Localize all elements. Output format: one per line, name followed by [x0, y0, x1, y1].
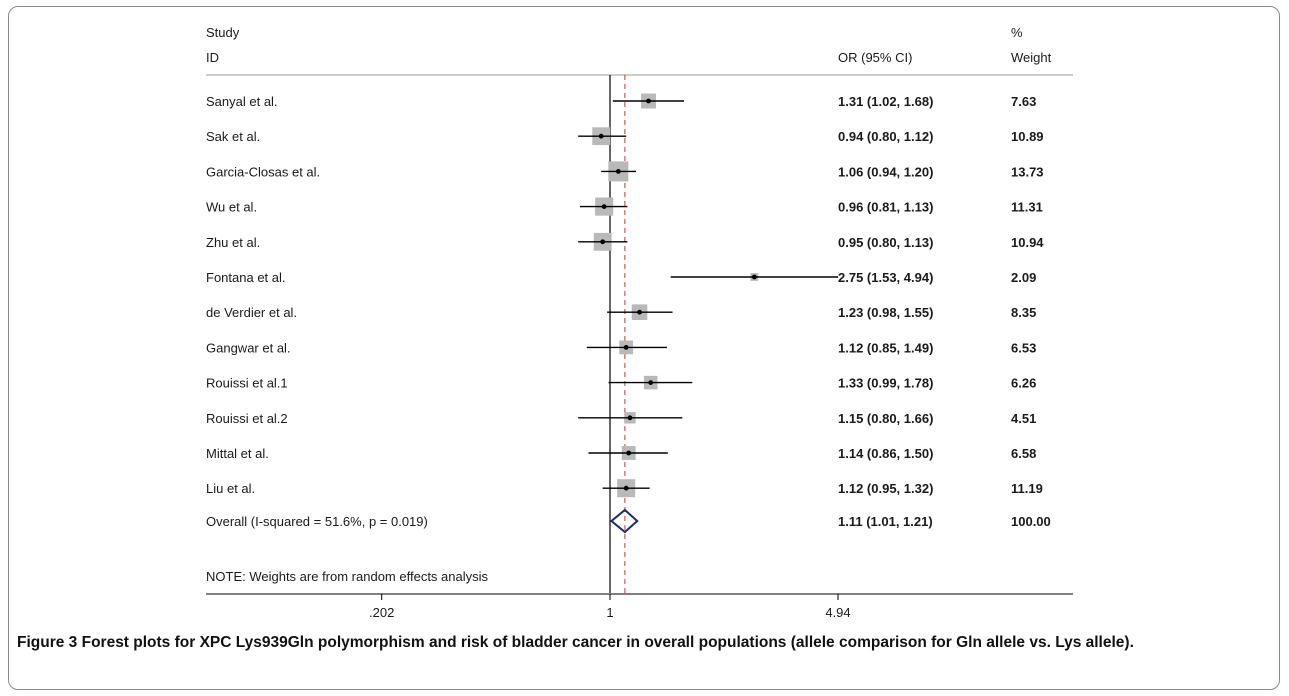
figure-caption: Figure 3 Forest plots for XPC Lys939Gln … — [17, 632, 1267, 653]
point-estimate — [751, 274, 757, 280]
study-name: Mittal et al. — [206, 446, 269, 461]
study-name: Wu et al. — [206, 200, 257, 215]
study-row: de Verdier et al. 1.23 (0.98, 1.55) 8.35 — [206, 304, 1036, 320]
x-tick-label: 4.94 — [825, 605, 850, 620]
study-row: Wu et al. 0.96 (0.81, 1.13) 11.31 — [206, 197, 1043, 216]
header-study: Study — [206, 25, 240, 40]
note-text: NOTE: Weights are from random effects an… — [206, 569, 489, 584]
point-estimate — [615, 169, 621, 174]
point-estimate — [637, 309, 642, 315]
header-percent: % — [1011, 25, 1023, 40]
study-weight: 11.31 — [1011, 200, 1043, 215]
study-row: Zhu et al. 0.95 (0.80, 1.13) 10.94 — [206, 232, 1044, 251]
point-estimate — [600, 239, 606, 245]
point-estimate — [648, 380, 654, 385]
point-estimate — [598, 133, 604, 139]
study-rows: Sanyal et al. 1.31 (1.02, 1.68) 7.63 Sak et… — [206, 93, 1044, 498]
point-estimate — [623, 485, 629, 491]
study-name: de Verdier et al. — [206, 305, 297, 320]
header-id: ID — [206, 50, 219, 65]
study-name: Gangwar et al. — [206, 340, 291, 355]
study-name: Sak et al. — [206, 129, 260, 144]
point-estimate — [627, 415, 633, 421]
study-weight: 8.35 — [1011, 305, 1036, 320]
study-or-ci: 1.06 (0.94, 1.20) — [838, 164, 933, 179]
study-name: Zhu et al. — [206, 235, 260, 250]
study-name: Fontana et al. — [206, 270, 286, 285]
study-weight: 11.19 — [1011, 481, 1043, 496]
x-axis-ticks: .202 1 4.94 — [369, 594, 851, 620]
study-or-ci: 2.75 (1.53, 4.94) — [838, 270, 933, 285]
figure-frame — [8, 6, 1280, 690]
study-name: Rouissi et al.2 — [206, 411, 288, 426]
study-weight: 7.63 — [1011, 94, 1036, 109]
forest-plot: Study ID OR (95% CI) % Weight Sanyal et … — [206, 25, 1073, 620]
study-row: Gangwar et al. 1.12 (0.85, 1.49) 6.53 — [206, 340, 1036, 355]
caption-text: Forest plots for XPC Lys939Gln polymorph… — [77, 634, 1134, 651]
study-weight: 10.89 — [1011, 129, 1044, 144]
study-or-ci: 1.12 (0.85, 1.49) — [838, 340, 933, 355]
caption-label: Figure 3 — [17, 634, 78, 651]
study-weight: 4.51 — [1011, 411, 1036, 426]
study-row: Fontana et al. 2.75 (1.53, 4.94) 2.09 — [206, 270, 1036, 285]
study-row: Rouissi et al.1 1.33 (0.99, 1.78) 6.26 — [206, 376, 1036, 391]
study-weight: 6.58 — [1011, 446, 1036, 461]
study-or-ci: 1.23 (0.98, 1.55) — [838, 305, 933, 320]
study-row: Rouissi et al.2 1.15 (0.80, 1.66) 4.51 — [206, 411, 1036, 426]
x-tick-label: .202 — [369, 605, 394, 620]
study-weight: 6.26 — [1011, 376, 1036, 391]
study-or-ci: 1.15 (0.80, 1.66) — [838, 411, 933, 426]
study-row: Mittal et al. 1.14 (0.86, 1.50) 6.58 — [206, 446, 1036, 461]
header-or: OR (95% CI) — [838, 50, 912, 65]
overall-diamond — [609, 508, 639, 534]
point-estimate — [626, 450, 632, 456]
point-estimate — [646, 98, 651, 104]
study-or-ci: 0.96 (0.81, 1.13) — [838, 200, 933, 215]
study-name: Garcia-Closas et al. — [206, 164, 320, 179]
overall-weight: 100.00 — [1011, 514, 1051, 529]
header-weight: Weight — [1011, 50, 1052, 65]
study-weight: 2.09 — [1011, 270, 1036, 285]
study-weight: 6.53 — [1011, 340, 1036, 355]
study-or-ci: 1.33 (0.99, 1.78) — [838, 376, 933, 391]
study-or-ci: 1.12 (0.95, 1.32) — [838, 481, 933, 496]
x-tick-label: 1 — [606, 605, 613, 620]
study-row: Sanyal et al. 1.31 (1.02, 1.68) 7.63 — [206, 93, 1036, 109]
study-row: Liu et al. 1.12 (0.95, 1.32) 11.19 — [206, 479, 1043, 498]
overall-or: 1.11 (1.01, 1.21) — [838, 514, 933, 529]
point-estimate — [601, 204, 607, 210]
study-row: Sak et al. 0.94 (0.80, 1.12) 10.89 — [206, 127, 1044, 146]
study-name: Sanyal et al. — [206, 94, 278, 109]
study-name: Liu et al. — [206, 481, 255, 496]
study-row: Garcia-Closas et al. 1.06 (0.94, 1.20) 13.… — [206, 161, 1044, 182]
study-weight: 13.73 — [1011, 164, 1044, 179]
overall-label: Overall (I-squared = 51.6%, p = 0.019) — [206, 514, 428, 529]
study-or-ci: 1.14 (0.86, 1.50) — [838, 446, 933, 461]
study-weight: 10.94 — [1011, 235, 1044, 250]
point-estimate — [623, 345, 629, 350]
study-or-ci: 1.31 (1.02, 1.68) — [838, 94, 933, 109]
study-name: Rouissi et al.1 — [206, 376, 288, 391]
study-or-ci: 0.95 (0.80, 1.13) — [838, 235, 933, 250]
study-or-ci: 0.94 (0.80, 1.12) — [838, 129, 933, 144]
